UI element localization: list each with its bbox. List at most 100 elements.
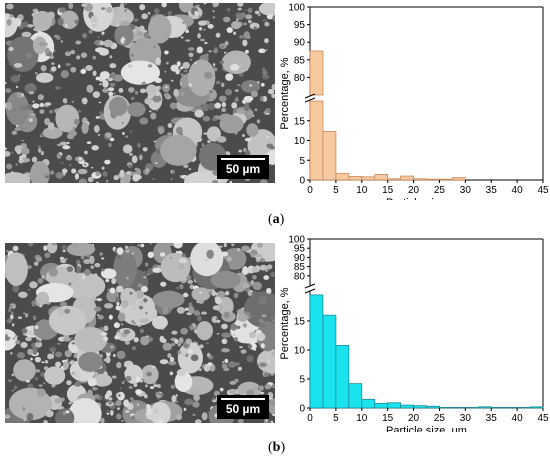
particle: [223, 311, 230, 319]
particle: [116, 247, 124, 255]
particle: [126, 277, 129, 280]
particle: [216, 332, 220, 335]
histogram-bar: [374, 402, 389, 409]
particle: [106, 409, 109, 412]
particle: [6, 102, 13, 111]
particle: [219, 60, 225, 64]
histogram-bar: [413, 178, 427, 181]
particle: [264, 38, 269, 44]
particle: [264, 418, 268, 423]
particle: [132, 29, 137, 32]
particle: [78, 178, 87, 183]
particle: [132, 346, 136, 351]
particle: [213, 390, 220, 397]
particle: [201, 311, 207, 315]
particle: [123, 329, 131, 335]
particle: [109, 63, 117, 69]
particle: [94, 273, 98, 277]
x-tick-label: 40: [512, 413, 524, 424]
particle: [89, 255, 95, 265]
particle: [86, 84, 94, 93]
particle: [252, 275, 257, 280]
particle: [178, 3, 194, 13]
particle: [43, 366, 49, 371]
particle: [146, 371, 152, 377]
particle: [11, 373, 15, 377]
particle: [61, 244, 67, 251]
particle: [140, 285, 148, 293]
particle: [180, 66, 184, 70]
particle: [103, 371, 108, 376]
particle: [234, 98, 239, 102]
particle: [35, 256, 43, 262]
particle: [239, 35, 244, 39]
particle: [180, 351, 187, 356]
particle: [179, 284, 184, 290]
particle: [40, 65, 47, 72]
particle: [10, 311, 14, 315]
particle: [91, 23, 98, 27]
particle: [105, 279, 110, 283]
particle: [184, 171, 222, 183]
particle: [28, 91, 35, 95]
particle: [12, 284, 20, 293]
particle: [259, 179, 268, 183]
particle: [58, 7, 66, 13]
particle: [97, 314, 100, 317]
particle: [183, 69, 188, 73]
y-tick-label: 80: [294, 73, 306, 84]
particle: [107, 288, 110, 291]
particle: [211, 290, 216, 297]
histogram-bar: [348, 383, 363, 409]
particle: [181, 253, 187, 258]
particle: [183, 176, 187, 179]
histogram-bar: [400, 175, 414, 181]
particle: [102, 336, 109, 342]
particle: [133, 322, 137, 325]
particle: [171, 170, 175, 174]
x-tick-label: 20: [408, 185, 420, 196]
particle: [5, 147, 7, 151]
particle: [119, 387, 122, 390]
particle: [165, 61, 169, 65]
particle: [131, 320, 135, 324]
particle: [128, 87, 135, 93]
particle: [138, 305, 144, 310]
particle: [151, 406, 153, 409]
particle: [201, 412, 208, 421]
particle: [194, 109, 204, 118]
particle: [164, 70, 167, 73]
particle: [5, 252, 28, 287]
particle: [207, 102, 216, 111]
particle: [264, 21, 270, 27]
particle: [66, 141, 70, 145]
particle: [175, 413, 183, 421]
particle: [221, 102, 227, 108]
particle: [75, 40, 82, 45]
particle: [21, 328, 28, 334]
particle: [198, 299, 204, 304]
particle: [24, 312, 29, 318]
particle: [28, 288, 31, 291]
particle: [176, 61, 181, 67]
particle: [92, 91, 101, 98]
x-tick-label: 5: [333, 413, 339, 424]
particle: [37, 277, 44, 284]
particle: [204, 258, 209, 262]
x-tick-label: 10: [356, 185, 368, 196]
y-tick-label: 85: [294, 55, 306, 66]
particle: [266, 264, 273, 270]
particle: [137, 142, 141, 148]
particle: [97, 314, 104, 320]
particle: [163, 92, 170, 98]
particle: [247, 344, 253, 350]
particle: [6, 163, 13, 170]
particle: [36, 291, 50, 305]
particle: [21, 21, 29, 28]
particle: [190, 354, 199, 362]
particle: [143, 298, 148, 303]
particle: [223, 243, 227, 248]
particle: [99, 83, 102, 86]
particle: [45, 409, 54, 418]
particle: [254, 108, 258, 112]
